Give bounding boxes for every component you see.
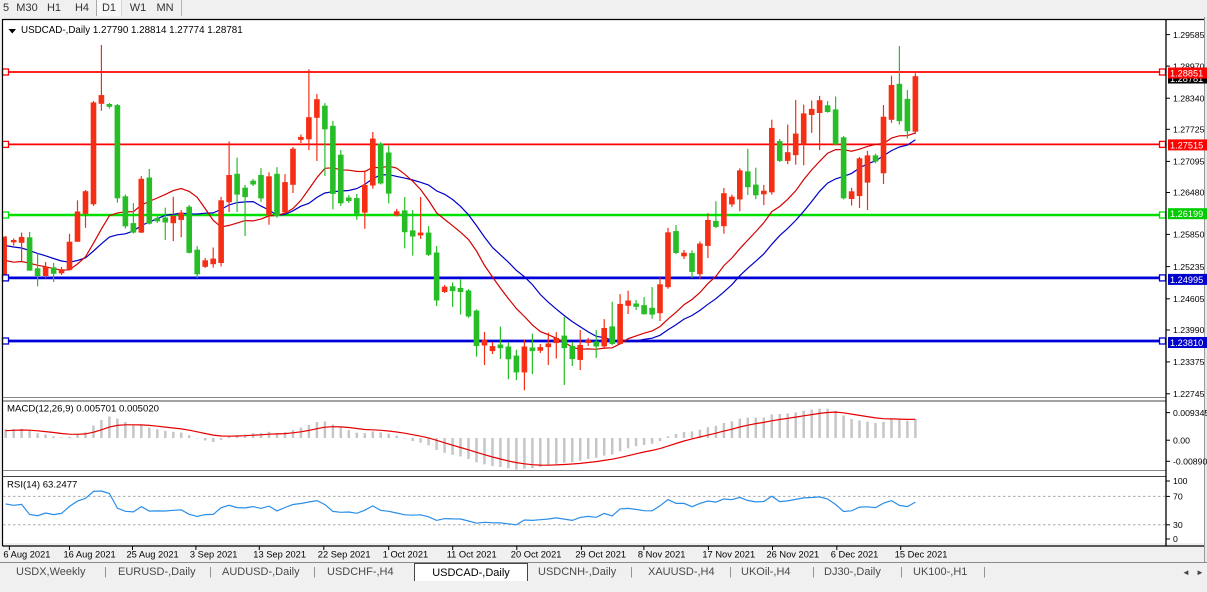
svg-text:0: 0 [1173,534,1178,544]
svg-text:3 Sep 2021: 3 Sep 2021 [190,550,238,560]
svg-text:1.23375: 1.23375 [1173,357,1205,367]
svg-text:13 Sep 2021: 13 Sep 2021 [253,550,306,560]
svg-text:1 Oct 2021: 1 Oct 2021 [383,550,428,560]
svg-text:1.27095: 1.27095 [1173,157,1205,167]
svg-text:USDCAD-,Daily 1.27790 1.28814: USDCAD-,Daily 1.27790 1.28814 1.27774 1.… [21,25,243,36]
svg-text:0.009345: 0.009345 [1173,408,1207,418]
svg-text:RSI(14) 63.2477: RSI(14) 63.2477 [7,480,77,491]
svg-text:1.23990: 1.23990 [1173,325,1205,335]
svg-text:1.26199: 1.26199 [1170,209,1203,219]
svg-text:1.25235: 1.25235 [1173,262,1205,272]
svg-text:11 Oct 2021: 11 Oct 2021 [447,550,497,560]
svg-text:20 Oct 2021: 20 Oct 2021 [511,550,562,560]
svg-text:0.00: 0.00 [1173,435,1190,445]
svg-text:MACD(12,26,9) 0.005701 0.00502: MACD(12,26,9) 0.005701 0.005020 [7,404,159,415]
svg-text:16 Aug 2021: 16 Aug 2021 [64,550,116,560]
svg-text:15 Dec 2021: 15 Dec 2021 [895,550,948,560]
svg-text:1.26480: 1.26480 [1173,188,1205,198]
svg-text:1.23810: 1.23810 [1170,338,1203,348]
svg-text:22 Sep 2021: 22 Sep 2021 [318,550,371,560]
svg-text:1.27515: 1.27515 [1170,140,1203,150]
svg-text:100: 100 [1173,476,1188,486]
svg-text:1.28851: 1.28851 [1170,68,1203,78]
svg-text:1.28781: 1.28781 [1170,74,1203,84]
svg-text:1.29585: 1.29585 [1173,30,1205,40]
svg-text:-0.008903: -0.008903 [1173,457,1207,467]
svg-text:1.22745: 1.22745 [1173,389,1205,399]
svg-text:70: 70 [1173,492,1183,502]
svg-text:29 Oct 2021: 29 Oct 2021 [575,550,626,560]
svg-text:1.28970: 1.28970 [1173,61,1205,71]
svg-text:30: 30 [1173,520,1183,530]
svg-text:25 Aug 2021: 25 Aug 2021 [127,550,179,560]
svg-text:8 Nov 2021: 8 Nov 2021 [638,550,686,560]
svg-text:6 Aug 2021: 6 Aug 2021 [3,550,50,560]
svg-text:1.24995: 1.24995 [1170,275,1203,285]
svg-text:26 Nov 2021: 26 Nov 2021 [767,550,820,560]
svg-text:17 Nov 2021: 17 Nov 2021 [702,550,755,560]
svg-text:1.25850: 1.25850 [1173,230,1205,240]
svg-text:1.27725: 1.27725 [1173,125,1205,135]
svg-text:6 Dec 2021: 6 Dec 2021 [831,550,879,560]
svg-text:1.28340: 1.28340 [1173,93,1205,103]
svg-text:1.24605: 1.24605 [1173,294,1205,304]
